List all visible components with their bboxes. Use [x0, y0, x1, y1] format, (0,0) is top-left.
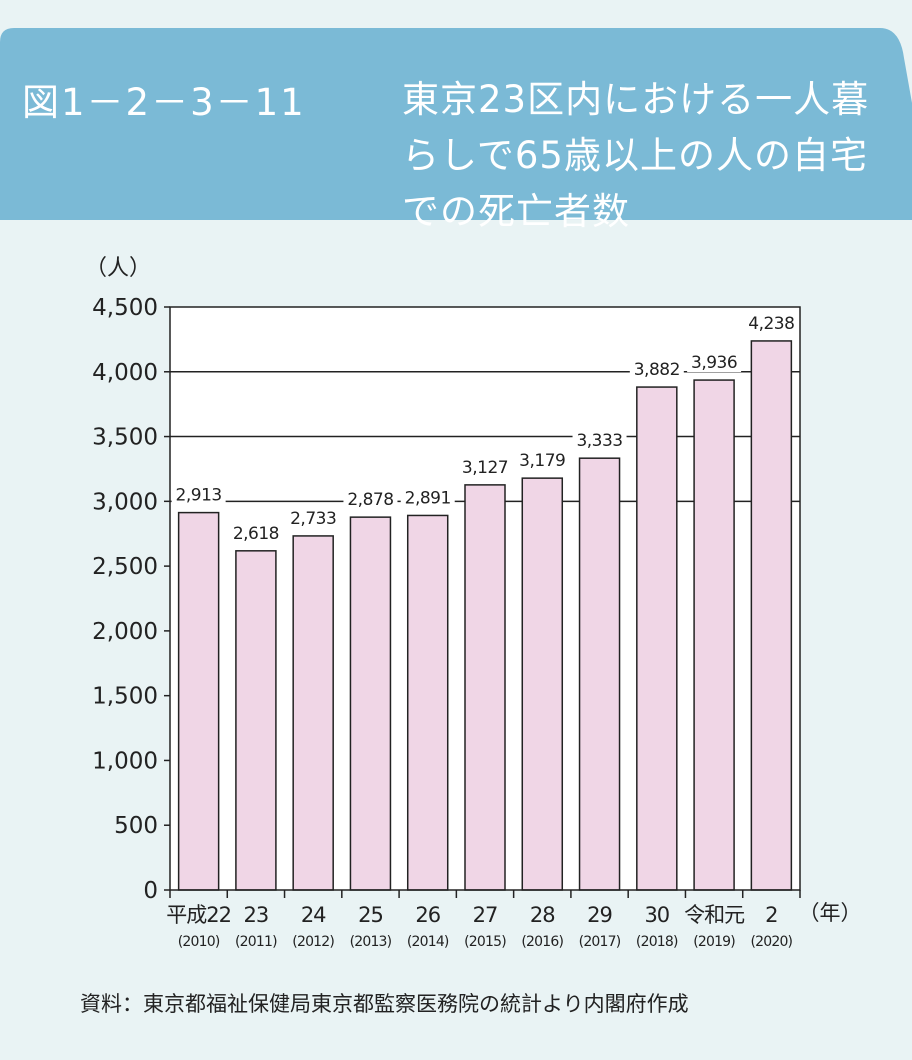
value-label-bg-8	[629, 357, 684, 380]
x-tick-label-year-4: (2014)	[407, 934, 449, 950]
bar-4	[406, 514, 449, 891]
x-tick-label-year-6: (2016)	[521, 934, 563, 950]
value-label-bg-3	[343, 487, 398, 510]
bar-5	[464, 484, 506, 891]
y-tick-label-5: 2,500	[92, 554, 158, 580]
value-label-8: 3,882	[634, 360, 680, 380]
y-tick-label-6: 3,000	[92, 489, 158, 515]
y-tick-label-3: 1,500	[92, 684, 158, 710]
value-label-bg-2	[286, 505, 341, 528]
bar-10	[750, 340, 793, 891]
x-tick-label-era-5: 27	[473, 903, 498, 927]
x-tick-label-era-6: 28	[530, 903, 555, 927]
y-tick-label-7: 3,500	[92, 425, 158, 451]
x-tick-label-year-7: (2017)	[579, 934, 621, 950]
value-label-7: 3,333	[576, 431, 622, 451]
y-tick-label-2: 1,000	[92, 748, 158, 774]
x-tick-label-era-9: 令和元	[684, 903, 745, 927]
figure-label: 図1－2－3－11	[22, 81, 306, 124]
value-label-bg-5	[458, 454, 512, 477]
x-tick-label-year-8: (2018)	[636, 934, 678, 950]
x-tick-label-era-3: 25	[358, 903, 383, 927]
bar-9	[693, 379, 735, 891]
value-label-9: 3,936	[691, 353, 737, 373]
value-label-0: 2,913	[176, 486, 222, 506]
chart-area: 2,913 2,618 2,733 2,878 2,891 3,127 3,179 3,333…	[0, 230, 912, 970]
x-tick-label-era-7: 29	[587, 903, 612, 927]
y-tick-label-0: 0	[143, 878, 158, 904]
x-tick-label-year-3: (2013)	[350, 934, 392, 950]
bar-0	[177, 511, 220, 891]
bar-3	[349, 516, 392, 891]
value-label-bg-1	[228, 520, 283, 543]
y-tick-label-1: 500	[114, 813, 158, 839]
bar-chart: 2,913 2,618 2,733 2,878 2,891 3,127 3,179 3,333…	[85, 256, 862, 950]
x-axis-unit: （年）	[799, 901, 862, 925]
value-label-bg-9	[687, 350, 742, 373]
x-tick-label-year-0: (2010)	[178, 934, 220, 950]
source-note: 資料：東京都福祉保健局東京都監察医務院の統計より内閣府作成	[80, 992, 689, 1016]
y-tick-label-4: 2,000	[92, 619, 158, 645]
header-banner	[0, 28, 912, 220]
y-tick-label-9: 4,500	[92, 295, 158, 321]
bar-1	[235, 550, 277, 891]
value-label-bg-7	[572, 428, 627, 451]
x-tick-label-era-1: 23	[244, 903, 269, 927]
value-label-bg-4	[400, 485, 455, 508]
y-tick-label-8: 4,000	[92, 360, 158, 386]
x-tick-label-year-1: (2011)	[235, 934, 277, 950]
value-label-5: 3,127	[462, 458, 508, 478]
x-tick-label-year-5: (2015)	[464, 934, 506, 950]
value-label-bg-0	[171, 482, 226, 505]
value-label-6: 3,179	[519, 451, 565, 471]
x-tick-label-era-8: 30	[644, 903, 669, 927]
value-label-2: 2,733	[290, 509, 336, 529]
x-tick-label-era-2: 24	[301, 903, 326, 927]
value-label-1: 2,618	[233, 524, 279, 544]
bar-8	[636, 386, 678, 891]
value-label-bg-6	[515, 448, 570, 471]
plot-frame	[169, 306, 801, 891]
bar-2	[292, 535, 334, 891]
x-tick-label-era-10: 2	[765, 903, 777, 927]
figure-title: 東京23区内における一人暮らしで65歳以上の人の自宅での死亡者数	[402, 78, 870, 233]
x-tick-label-era-0: 平成22	[166, 903, 231, 927]
value-label-bg-10	[744, 310, 799, 333]
x-tick-label-year-9: (2019)	[693, 934, 735, 950]
x-tick-label-era-4: 26	[415, 903, 440, 927]
bar-6	[521, 477, 564, 891]
y-axis-unit: （人）	[85, 256, 151, 281]
bar-7	[578, 457, 621, 891]
value-label-3: 2,878	[347, 490, 393, 510]
x-tick-label-year-10: (2020)	[750, 934, 792, 950]
x-tick-label-year-2: (2012)	[292, 934, 334, 950]
figure-header: 図1－2－3－11 東京23区内における一人暮らしで65歳以上の人の自宅での死亡…	[0, 28, 912, 233]
value-label-10: 4,238	[748, 314, 794, 334]
value-label-4: 2,891	[405, 488, 451, 508]
